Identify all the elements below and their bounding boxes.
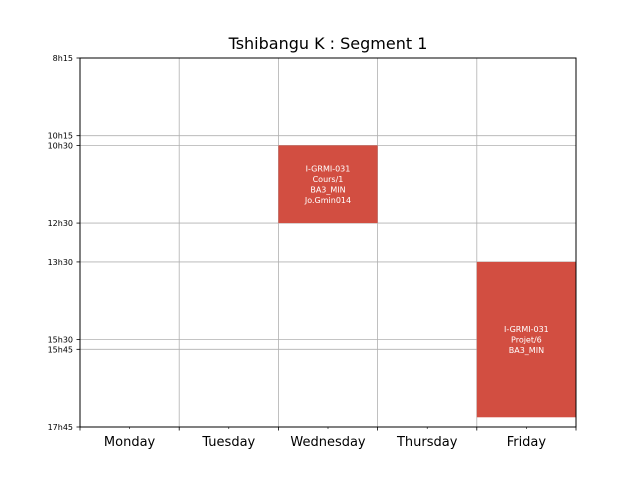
y-tick-label: 17h45 [48, 423, 73, 432]
y-tick-label: 12h30 [48, 219, 73, 228]
event-label: Cours/1 [313, 175, 344, 184]
x-tick-label: Monday [104, 435, 156, 450]
y-tick-label: 15h30 [48, 336, 73, 345]
chart-title: Tshibangu K : Segment 1 [228, 34, 428, 53]
event-label: Projet/6 [511, 336, 542, 345]
y-tick-label: 15h45 [48, 345, 73, 354]
event-label: I-GRMI-031 [306, 164, 351, 173]
event-label: BA3_MIN [509, 346, 544, 355]
grid-lines [80, 57, 576, 428]
y-tick-label: 10h30 [48, 141, 73, 150]
y-tick-label: 8h15 [53, 54, 73, 63]
event-block [278, 145, 378, 224]
event-label: BA3_MIN [310, 185, 345, 194]
x-tick-label: Friday [507, 435, 547, 450]
event-label: I-GRMI-031 [504, 325, 549, 334]
x-tick-label: Tuesday [201, 435, 255, 450]
event-blocks: I-GRMI-031Cours/1BA3_MINJo.Gmin014I-GRMI… [278, 145, 576, 418]
x-tick-label: Thursday [396, 435, 458, 450]
event-label: Jo.Gmin014 [304, 196, 351, 205]
y-tick-label: 10h15 [48, 132, 73, 141]
event-block [476, 261, 576, 418]
y-tick-label: 13h30 [48, 258, 73, 267]
x-tick-label: Wednesday [290, 435, 366, 450]
